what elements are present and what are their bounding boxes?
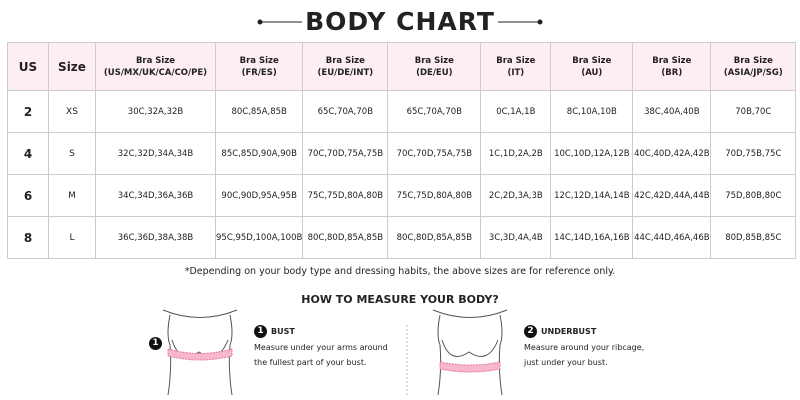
cell: S	[48, 132, 96, 175]
header-cell: Bra Size (AU)	[550, 42, 634, 91]
cell: 32C,32D,34A,34B	[95, 132, 216, 175]
cell: 0C,1A,1B	[480, 90, 552, 133]
header-line: Bra Size	[325, 55, 365, 66]
item-number: 2	[524, 325, 537, 338]
cell: 70C,70D,75A,75B	[387, 132, 482, 175]
table-row: 8 L 36C,36D,38A,38B 95C,95D,100A,100B 80C,80…	[7, 216, 797, 259]
cell: 1C,1D,2A,2B	[480, 132, 552, 175]
figure-number: 1	[149, 337, 162, 350]
header-line: Bra Size	[239, 55, 279, 66]
header-cell: Bra Size (BR)	[632, 42, 712, 91]
header-cell: Bra Size (DE/EU)	[387, 42, 482, 91]
cell: 70B,70C	[710, 90, 797, 133]
cell: 34C,34D,36A,36B	[95, 174, 216, 217]
cell: 90C,90D,95A,95B	[214, 174, 304, 217]
title: BODY CHART	[305, 7, 495, 36]
cell: M	[48, 174, 96, 217]
cell: 80C,80D,85A,85B	[387, 216, 482, 259]
table-row: 4 S 32C,32D,34A,34B 85C,85D,90A,90B 70C,70D,…	[7, 132, 797, 175]
cell: 70C,70D,75A,75B	[302, 132, 389, 175]
table-row: 6 M 34C,34D,36A,36B 90C,90D,95A,95B 75C,75D,…	[7, 174, 797, 217]
cell: 75C,75D,80A,80B	[387, 174, 482, 217]
cell: 2C,2D,3A,3B	[480, 174, 552, 217]
item-line: the fullest part of your bust.	[254, 358, 367, 367]
size-table: US Size Bra Size (US/MX/UK/CA/CO/PE) Bra Siz…	[7, 42, 797, 259]
cell: L	[48, 216, 96, 259]
item-line: Measure under your arms around	[254, 343, 388, 352]
cell: 80C,85A,85B	[214, 90, 304, 133]
note: *Depending on your body type and dressin…	[184, 266, 616, 277]
item-title: UNDERBUST	[541, 327, 597, 336]
header-line: Bra Size	[572, 55, 612, 66]
header-line: (AU)	[581, 67, 603, 78]
cell: 75C,75D,80A,80B	[302, 174, 389, 217]
cell: XS	[48, 90, 96, 133]
cell: 10C,10D,12A,12B	[550, 132, 634, 175]
cell: 80C,80D,85A,85B	[302, 216, 389, 259]
cell: 40C,40D,42A,42B	[632, 132, 712, 175]
item-line: just under your bust.	[524, 358, 608, 367]
header-cell: Bra Size (US/MX/UK/CA/CO/PE)	[95, 42, 216, 91]
cell: 70D,75B,75C	[710, 132, 797, 175]
header-cell: Bra Size (ASIA/JP/SG)	[710, 42, 797, 91]
header-cell: Size	[48, 42, 96, 91]
cell: 36C,36D,38A,38B	[95, 216, 216, 259]
cell: 75D,80B,80C	[710, 174, 797, 217]
cell: 12C,12D,14A,14B	[550, 174, 634, 217]
header-line: (DE/EU)	[416, 67, 453, 78]
header-line: (EU/DE/INT)	[317, 67, 374, 78]
cell: 4	[7, 132, 49, 175]
header-line: (ASIA/JP/SG)	[723, 67, 783, 78]
cell: 85C,85D,90A,90B	[214, 132, 304, 175]
cell: 65C,70A,70B	[302, 90, 389, 133]
cell: 30C,32A,32B	[95, 90, 216, 133]
cell: 14C,14D,16A,16B	[550, 216, 634, 259]
header-row: US Size Bra Size (US/MX/UK/CA/CO/PE) Bra Siz…	[7, 42, 797, 91]
cell: 2	[7, 90, 49, 133]
header-line: (FR/ES)	[241, 67, 277, 78]
cell: 6	[7, 174, 49, 217]
header-cell: Bra Size (FR/ES)	[214, 42, 304, 91]
cell: 42C,42D,44A,44B	[632, 174, 712, 217]
header-line: (BR)	[661, 67, 683, 78]
item-line: Measure around your ribcage,	[524, 343, 645, 352]
header-line: (IT)	[507, 67, 525, 78]
cell: 8C,10A,10B	[550, 90, 634, 133]
header-line: Bra Size	[652, 55, 692, 66]
header-cell: US	[7, 42, 49, 91]
item-title: BUST	[271, 327, 295, 336]
header-line: Bra Size	[414, 55, 454, 66]
table-row: 2 XS 30C,32A,32B 80C,85A,85B 65C,70A,70B 65C,…	[7, 90, 797, 133]
cell: 95C,95D,100A,100B	[214, 216, 304, 259]
cell: 44C,44D,46A,46B	[632, 216, 712, 259]
cell: 38C,40A,40B	[632, 90, 712, 133]
item-number: 1	[254, 325, 267, 338]
header-line: Bra Size	[135, 55, 176, 66]
header-cell: Bra Size (EU/DE/INT)	[302, 42, 389, 91]
measure-title: HOW TO MEASURE YOUR BODY?	[301, 293, 499, 306]
cell: 65C,70A,70B	[387, 90, 482, 133]
cell: 3C,3D,4A,4B	[480, 216, 552, 259]
cell: 8	[7, 216, 49, 259]
header-line: (US/MX/UK/CA/CO/PE)	[103, 67, 208, 78]
header-cell: Bra Size (IT)	[480, 42, 552, 91]
header-line: Bra Size	[733, 55, 773, 66]
header-line: Bra Size	[496, 55, 536, 66]
cell: 80D,85B,85C	[710, 216, 797, 259]
